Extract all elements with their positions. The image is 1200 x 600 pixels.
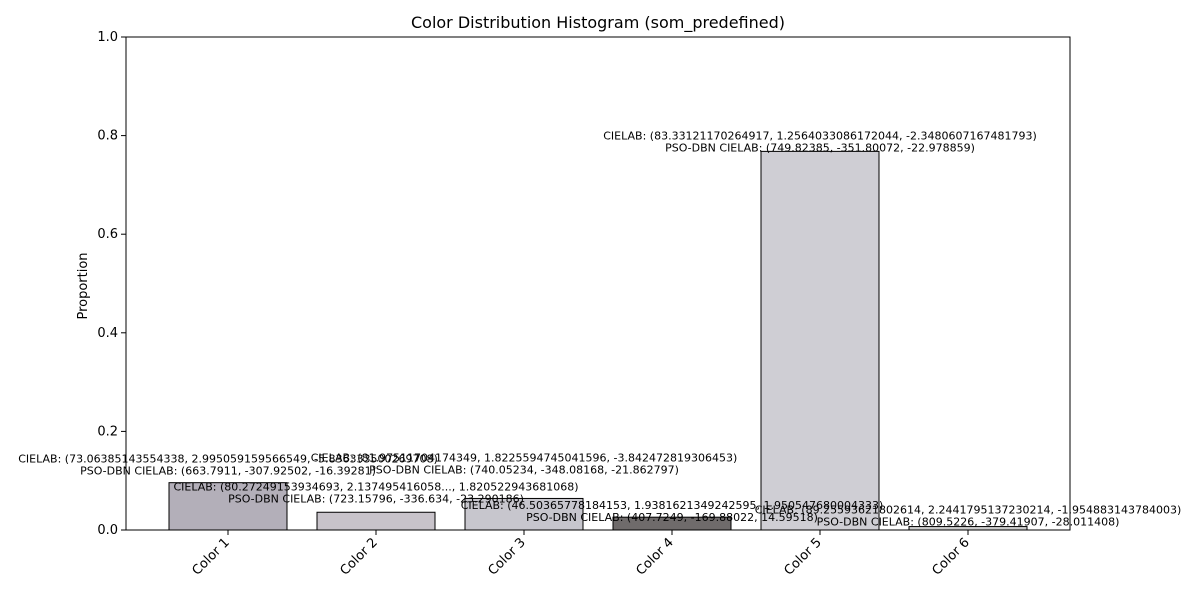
x-tick-label: Color 3: [485, 535, 528, 578]
bar-annotation-pso-dbn: PSO-DBN CIELAB: (809.5226, -379.41907, -…: [817, 516, 1120, 529]
x-tick-label: Color 1: [189, 535, 232, 578]
bar-annotation-cielab: CIELAB: (81.97511704174349, 1.8225594745…: [311, 451, 738, 464]
bar-1: [168, 482, 288, 531]
bar-annotation-pso-dbn: PSO-DBN CIELAB: (663.7911, -307.92502, -…: [80, 465, 376, 478]
x-tick-label: Color 6: [929, 535, 972, 578]
x-tick-label: Color 2: [337, 535, 380, 578]
y-axis-label: Proportion: [76, 252, 91, 319]
bar-annotation-pso-dbn: PSO-DBN CIELAB: (723.15796, -336.634, -2…: [228, 492, 524, 505]
bar-3: [464, 497, 584, 531]
bar-annotation-pso-dbn: PSO-DBN CIELAB: (740.05234, -348.08168, …: [369, 463, 679, 476]
y-tick-label: 0.0: [97, 523, 118, 538]
bar-2: [316, 511, 436, 531]
bar-annotation-cielab: CIELAB: (89.25593621802614, 2.2441795137…: [755, 504, 1182, 517]
y-tick-label: 0.4: [97, 326, 118, 341]
y-tick-label: 0.2: [97, 424, 118, 439]
bar-annotation-cielab: CIELAB: (80.27249153934693, 2.1374954160…: [173, 480, 578, 493]
bar-annotation-pso-dbn: PSO-DBN CIELAB: (407.7249, -169.88022, 1…: [526, 511, 818, 524]
y-tick-label: 0.6: [97, 227, 118, 242]
bar-5: [760, 150, 880, 531]
chart-title: Color Distribution Histogram (som_predef…: [411, 13, 785, 33]
bar-annotation-cielab: CIELAB: (83.33121170264917, 1.2564033086…: [603, 129, 1037, 142]
x-tick-label: Color 4: [633, 535, 676, 578]
y-tick-label: 1.0: [97, 30, 118, 45]
x-tick-label: Color 5: [781, 535, 824, 578]
bar-annotation-cielab: CIELAB: (73.06385143554338, 2.9950591595…: [18, 453, 438, 466]
plot-frame: [125, 36, 1071, 531]
bar-annotation-pso-dbn: PSO-DBN CIELAB: (749.82385, -351.80072, …: [665, 141, 975, 154]
bar-annotation-cielab: CIELAB: (46.50365778184153, 1.9381621349…: [461, 499, 884, 512]
y-tick-label: 0.8: [97, 129, 118, 144]
